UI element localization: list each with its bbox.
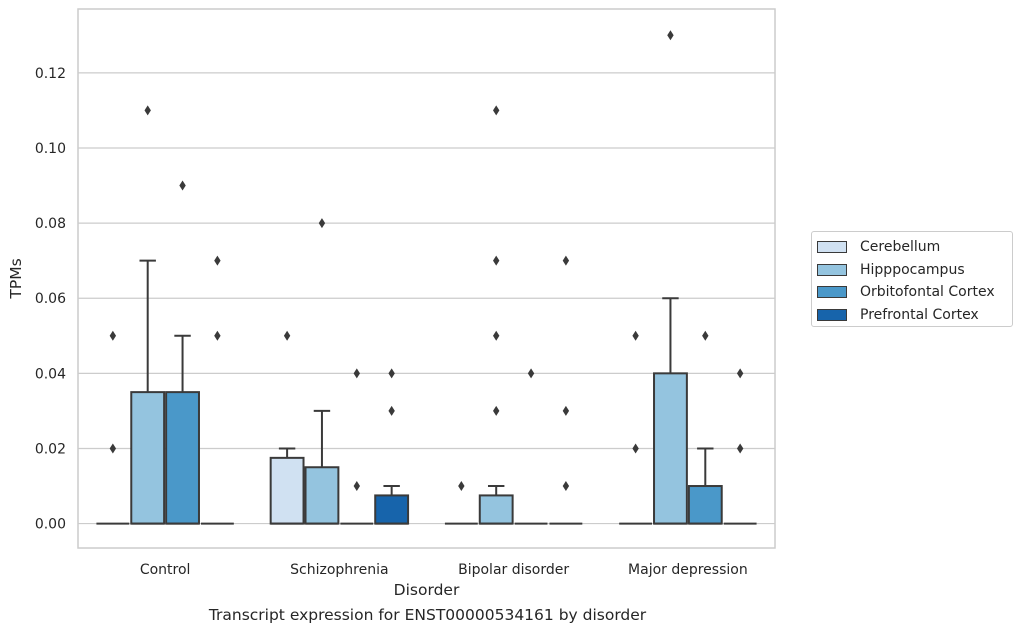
outlier-point — [562, 481, 570, 492]
box-prefrontal-cortex — [374, 494, 410, 525]
outlier-point — [493, 405, 500, 416]
y-tick-label: 0.02 — [35, 441, 66, 457]
outlier-point — [702, 330, 709, 341]
legend-swatch-orbitofrontal-cortex — [817, 286, 847, 299]
x-tick-label: Control — [140, 562, 191, 578]
outlier-point — [109, 330, 117, 341]
outlier-point — [388, 368, 395, 379]
box-orbitofontal-cortex — [165, 391, 200, 525]
box-hipppocampus — [478, 494, 514, 525]
outlier-point — [179, 180, 186, 191]
y-tick-label: 0.04 — [35, 366, 66, 382]
outlier-point — [353, 368, 360, 379]
outlier-point — [353, 481, 360, 492]
box-hipppocampus — [653, 372, 688, 525]
box-orbitofontal-cortex — [687, 485, 723, 525]
outlier-point — [144, 105, 151, 116]
y-tick-label: 0.00 — [35, 517, 66, 533]
outlier-point — [214, 255, 221, 266]
outlier-point — [493, 330, 500, 341]
legend-label: Prefrontal Cortex — [860, 306, 979, 323]
box-cerebellum — [269, 456, 305, 525]
outlier-point — [283, 330, 291, 341]
legend-label: Hipppocampus — [860, 261, 965, 278]
legend-swatch-cerebellum — [817, 241, 847, 254]
outlier-point — [632, 443, 639, 454]
legend-item-cerebellum: Cerebellum — [817, 236, 1012, 259]
x-tick-label: Schizophrenia — [290, 562, 388, 578]
box-hipppocampus — [130, 391, 166, 525]
plot-frame — [77, 8, 776, 549]
y-tick-label: 0.10 — [35, 141, 66, 157]
outlier-point — [493, 255, 500, 266]
legend-item-prefrontal-cortex: Prefrontal Cortex — [817, 304, 1012, 327]
x-axis-label: Disorder — [394, 581, 460, 599]
legend-label: Orbitofontal Cortex — [860, 284, 995, 301]
outlier-point — [562, 255, 570, 266]
outlier-point — [109, 443, 117, 454]
outlier-point — [388, 405, 395, 416]
figure-caption: Transcript expression for ENST0000053416… — [208, 606, 647, 624]
legend-swatch-hippocampus — [817, 263, 847, 276]
outlier-point — [527, 368, 535, 379]
legend: Cerebellum Hipppocampus Orbitofontal Cor… — [811, 231, 1013, 327]
x-tick-label: Bipolar disorder — [458, 562, 569, 578]
outlier-point — [318, 218, 326, 229]
y-tick-label: 0.12 — [35, 66, 66, 82]
x-tick-label: Major depression — [628, 562, 748, 578]
outlier-point — [667, 30, 674, 41]
y-tick-label: 0.06 — [35, 291, 66, 307]
legend-label: Cerebellum — [860, 239, 941, 256]
outlier-point — [493, 105, 500, 116]
box-hipppocampus — [304, 466, 340, 525]
legend-item-hippocampus: Hipppocampus — [817, 259, 1012, 282]
legend-item-orbitofrontal-cortex: Orbitofontal Cortex — [817, 281, 1012, 304]
outlier-point — [562, 405, 570, 416]
outlier-point — [736, 443, 744, 454]
outlier-point — [632, 330, 639, 341]
y-axis-label: TPMs — [7, 258, 25, 299]
outlier-point — [458, 481, 465, 492]
outlier-point — [214, 330, 221, 341]
outlier-point — [736, 368, 744, 379]
y-tick-label: 0.08 — [35, 216, 66, 232]
legend-swatch-prefrontal-cortex — [817, 308, 847, 321]
